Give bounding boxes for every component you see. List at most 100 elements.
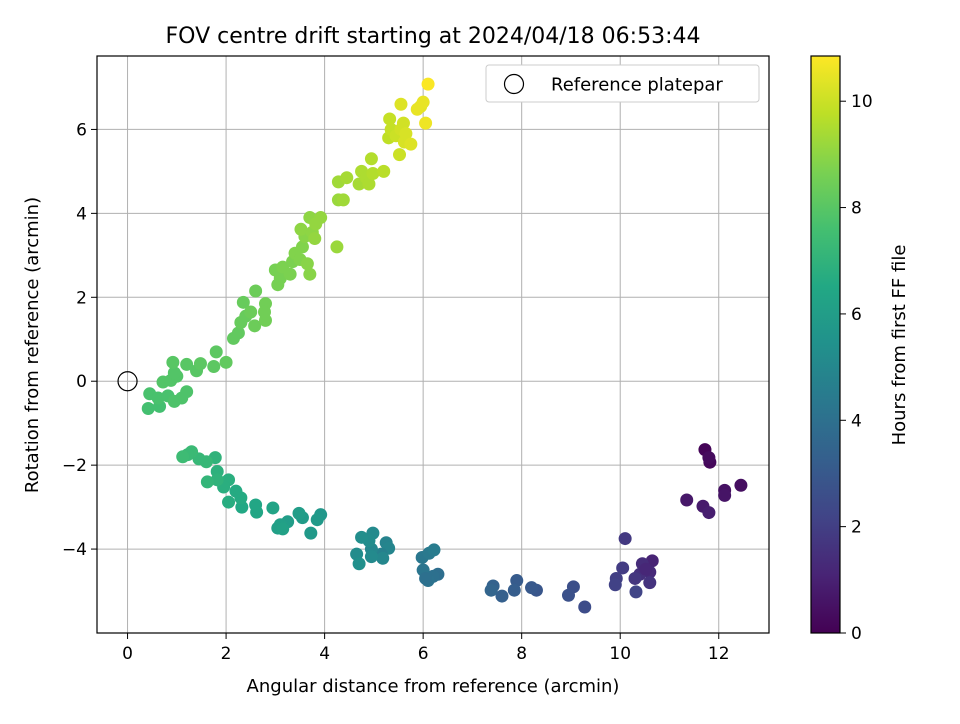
y-tick-label: 0 (76, 372, 87, 392)
colorbar-tick-label: 0 (851, 624, 862, 644)
data-point (608, 578, 622, 592)
x-tick-label: 4 (319, 644, 330, 664)
data-point (394, 97, 408, 111)
data-point (628, 571, 642, 585)
data-point (180, 357, 194, 371)
data-point (383, 112, 397, 126)
x-tick-label: 2 (221, 644, 232, 664)
data-point (495, 589, 509, 603)
plot-area: 0 2 4 6 8 10 12 −4 −2 0 2 4 6 (62, 55, 770, 664)
data-point (366, 166, 380, 180)
data-point (377, 164, 391, 178)
data-point (314, 211, 328, 225)
data-point (250, 505, 264, 519)
data-point (410, 102, 424, 116)
data-point (421, 77, 435, 91)
y-tick-label: −2 (62, 456, 87, 476)
data-point (219, 355, 233, 369)
data-point (336, 193, 350, 207)
data-point (244, 305, 258, 319)
data-point (229, 484, 243, 498)
x-tick-label: 8 (516, 644, 527, 664)
data-point (639, 562, 653, 576)
data-point (193, 357, 207, 371)
data-point (718, 488, 732, 502)
data-point (364, 550, 378, 564)
y-tick-label: 4 (76, 204, 87, 224)
data-point (310, 513, 324, 527)
data-point (167, 366, 181, 380)
data-point (200, 475, 214, 489)
data-point (283, 267, 297, 281)
data-point (210, 473, 224, 487)
data-point (355, 530, 369, 544)
y-tick-label: 2 (76, 288, 87, 308)
y-tick-label: −4 (62, 540, 87, 560)
data-point (525, 581, 539, 595)
data-point (629, 585, 643, 599)
data-point (702, 506, 716, 520)
legend: Reference platepar (485, 64, 760, 103)
data-point (561, 588, 575, 602)
data-point (734, 478, 748, 492)
data-point (266, 501, 280, 515)
data-point (643, 576, 657, 590)
colorbar-tick-label: 2 (851, 518, 862, 538)
data-point (404, 137, 418, 151)
legend-marker-hollow-circle (503, 73, 525, 95)
data-point (249, 284, 263, 298)
reference-platepar-marker (117, 371, 138, 392)
data-point (616, 561, 630, 575)
data-point (419, 116, 433, 130)
data-point (236, 295, 250, 309)
data-point (618, 532, 632, 546)
data-point (330, 240, 344, 254)
data-point (303, 267, 317, 281)
data-point (292, 506, 306, 520)
data-point (222, 495, 236, 509)
data-point (258, 313, 272, 327)
data-point (507, 583, 521, 597)
data-point (180, 385, 194, 399)
data-point (680, 493, 694, 507)
chart-title: FOV centre drift starting at 2024/04/18 … (166, 24, 701, 49)
data-point (352, 557, 366, 571)
colorbar-ticks: 0 2 4 6 8 10 (840, 92, 873, 644)
data-point (166, 355, 180, 369)
data-point (340, 171, 354, 185)
data-point (702, 451, 716, 465)
y-tick-label: 6 (76, 120, 87, 140)
data-point (578, 600, 592, 614)
data-point (209, 345, 223, 359)
data-point (427, 543, 441, 557)
data-point (419, 571, 433, 585)
x-axis-label: Angular distance from reference (arcmin) (247, 676, 620, 697)
legend-box (485, 64, 760, 103)
data-point (295, 240, 309, 254)
colorbar-tick-label: 4 (851, 411, 862, 431)
x-tick-label: 6 (418, 644, 429, 664)
data-point (396, 116, 410, 130)
data-point (294, 222, 308, 236)
legend-entry-reference-platepar: Reference platepar (551, 75, 723, 96)
data-point (364, 152, 378, 166)
colorbar-tick-label: 8 (851, 199, 862, 219)
y-axis-label: Rotation from reference (arcmin) (22, 197, 43, 493)
colorbar-label: Hours from first FF file (889, 245, 910, 446)
data-point (362, 177, 376, 191)
data-point (151, 391, 165, 405)
colorbar-tick-label: 10 (851, 92, 873, 112)
y-axis-ticks: −4 −2 0 2 4 6 (62, 120, 97, 560)
data-point (176, 450, 190, 464)
x-axis-ticks: 0 2 4 6 8 10 12 (122, 633, 730, 664)
data-point (300, 257, 314, 271)
colorbar: 0 2 4 6 8 10 Hours from first FF file (810, 55, 910, 644)
plot-frame (96, 55, 770, 634)
x-tick-label: 0 (122, 644, 133, 664)
data-point (376, 551, 390, 565)
data-point (248, 319, 262, 333)
colorbar-gradient (810, 55, 841, 634)
data-point (141, 401, 155, 415)
reference-point (117, 371, 138, 392)
